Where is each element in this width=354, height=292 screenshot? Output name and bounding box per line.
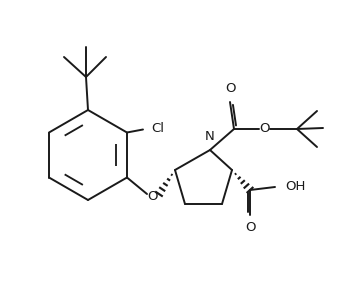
- Text: Cl: Cl: [151, 122, 164, 135]
- Text: O: O: [259, 123, 269, 135]
- Text: O: O: [245, 221, 255, 234]
- Text: O: O: [225, 82, 235, 95]
- Text: O: O: [147, 190, 157, 202]
- Text: OH: OH: [285, 180, 306, 194]
- Text: N: N: [205, 130, 215, 143]
